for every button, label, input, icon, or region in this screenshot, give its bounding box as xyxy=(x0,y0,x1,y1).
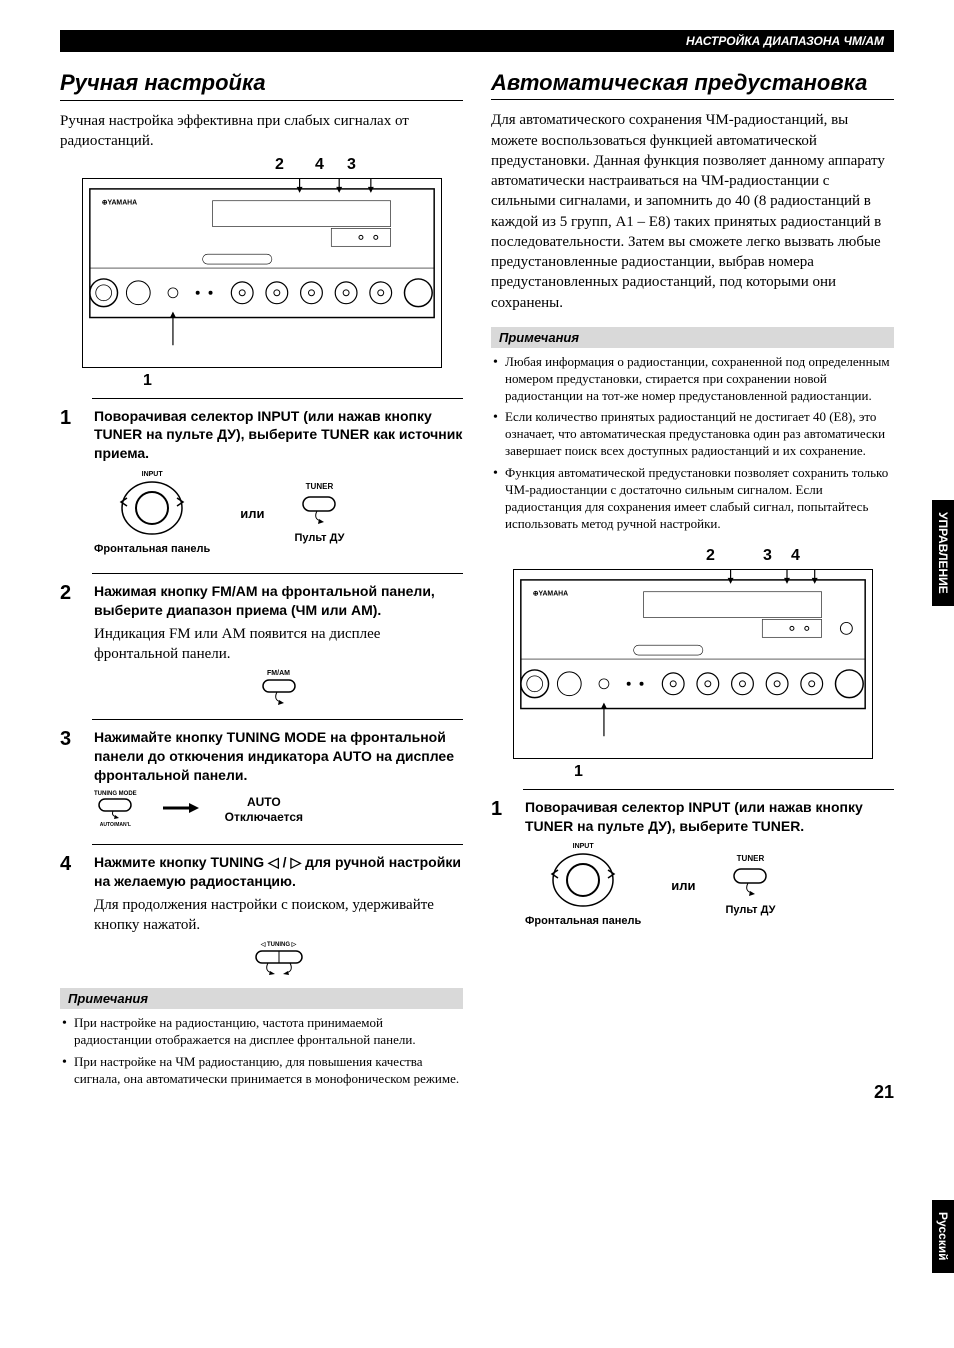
step-head: Поворачивая селектор INPUT (или нажав кн… xyxy=(94,407,463,464)
step-1: 1 Поворачивая селектор INPUT (или нажав … xyxy=(60,407,463,564)
step-num: 3 xyxy=(60,728,80,834)
arrow-icon xyxy=(161,801,201,819)
step-text: Индикация FM или AM появится на дисплее … xyxy=(94,624,463,665)
diag-label-1: 1 xyxy=(574,763,583,781)
note-item: Функция автоматической предустановки поз… xyxy=(491,465,894,533)
notes-header-left: Примечания xyxy=(60,988,463,1009)
intro-left: Ручная настройка эффективна при слабых с… xyxy=(60,111,463,152)
divider xyxy=(92,844,463,845)
diag-label-4: 4 xyxy=(315,156,324,174)
tuner-button-icon: TUNER Пульт ДУ xyxy=(295,482,345,544)
svg-text:⊕YAMAHA: ⊕YAMAHA xyxy=(532,590,567,597)
step-num: 4 xyxy=(60,853,80,978)
step-head: Нажимайте кнопку TUNING MODE на фронталь… xyxy=(94,728,463,785)
auto-off-label: AUTO Отключается xyxy=(225,795,303,824)
step-num: 1 xyxy=(491,798,511,936)
diag-label-2: 2 xyxy=(275,156,284,174)
diag-label-3: 3 xyxy=(347,156,356,174)
receiver-diagram-right: ⊕YAMAHA xyxy=(513,569,873,759)
divider xyxy=(523,789,894,790)
page-header: НАСТРОЙКА ДИАПАЗОНА ЧМ/АМ xyxy=(60,30,894,52)
step-head: Нажимая кнопку FM/AM на фронтальной пане… xyxy=(94,582,463,620)
or-label: или xyxy=(240,506,264,521)
step-head: Поворачивая селектор INPUT (или нажав кн… xyxy=(525,798,894,836)
side-tab-language: Русский xyxy=(932,1200,954,1273)
note-item: Любая информация о радиостанции, сохране… xyxy=(491,354,894,405)
divider xyxy=(92,398,463,399)
or-label: или xyxy=(671,878,695,893)
note-item: Если количество принятых радиостанций не… xyxy=(491,409,894,460)
diag-label-2: 2 xyxy=(706,547,715,565)
tuning-mode-button-icon: TUNING MODE AUTO/MAN'L xyxy=(94,791,137,828)
step-num: 2 xyxy=(60,582,80,709)
intro-right: Для автоматического сохранения ЧМ-радиос… xyxy=(491,110,894,313)
fm-am-button-icon: FM/AM xyxy=(94,670,463,709)
section-title-right: Автоматическая предустановка xyxy=(491,70,894,100)
notes-header-right: Примечания xyxy=(491,327,894,348)
page-number: 21 xyxy=(874,1082,894,1103)
step-2: 2 Нажимая кнопку FM/AM на фронтальной па… xyxy=(60,582,463,709)
step-3: 3 Нажимайте кнопку TUNING MODE на фронта… xyxy=(60,728,463,834)
step-head: Нажмите кнопку TUNING ◁ / ▷ для ручной н… xyxy=(94,853,463,891)
notes-list-right: Любая информация о радиостанции, сохране… xyxy=(491,354,894,533)
divider xyxy=(92,573,463,574)
section-title-left: Ручная настройка xyxy=(60,70,463,101)
step-text: Для продолжения настройки с поиском, уде… xyxy=(94,895,463,936)
diag-label-3: 3 xyxy=(763,547,772,565)
step-4: 4 Нажмите кнопку TUNING ◁ / ▷ для ручной… xyxy=(60,853,463,978)
diag-label-1: 1 xyxy=(143,372,152,390)
divider xyxy=(92,719,463,720)
svg-text:⊕YAMAHA: ⊕YAMAHA xyxy=(101,199,136,206)
note-item: При настройке на радиостанцию, частота п… xyxy=(60,1015,463,1049)
tuner-button-icon: TUNER Пульт ДУ xyxy=(726,854,776,916)
receiver-diagram-left: ⊕YAMAHA xyxy=(82,178,442,368)
step-1-right: 1 Поворачивая селектор INPUT (или нажав … xyxy=(491,798,894,936)
notes-list-left: При настройке на радиостанцию, частота п… xyxy=(60,1015,463,1088)
left-column: Ручная настройка Ручная настройка эффект… xyxy=(60,70,463,1093)
step-num: 1 xyxy=(60,407,80,564)
input-knob-icon: INPUT Фронтальная панель xyxy=(525,843,641,927)
right-column: Автоматическая предустановка Для автомат… xyxy=(491,70,894,1093)
note-item: При настройке на ЧМ радиостанцию, для по… xyxy=(60,1054,463,1088)
tuning-button-icon: ◁ TUNING ▷ xyxy=(94,941,463,978)
input-knob-icon: INPUT Фронтальная панель xyxy=(94,471,210,555)
diag-label-4: 4 xyxy=(791,547,800,565)
